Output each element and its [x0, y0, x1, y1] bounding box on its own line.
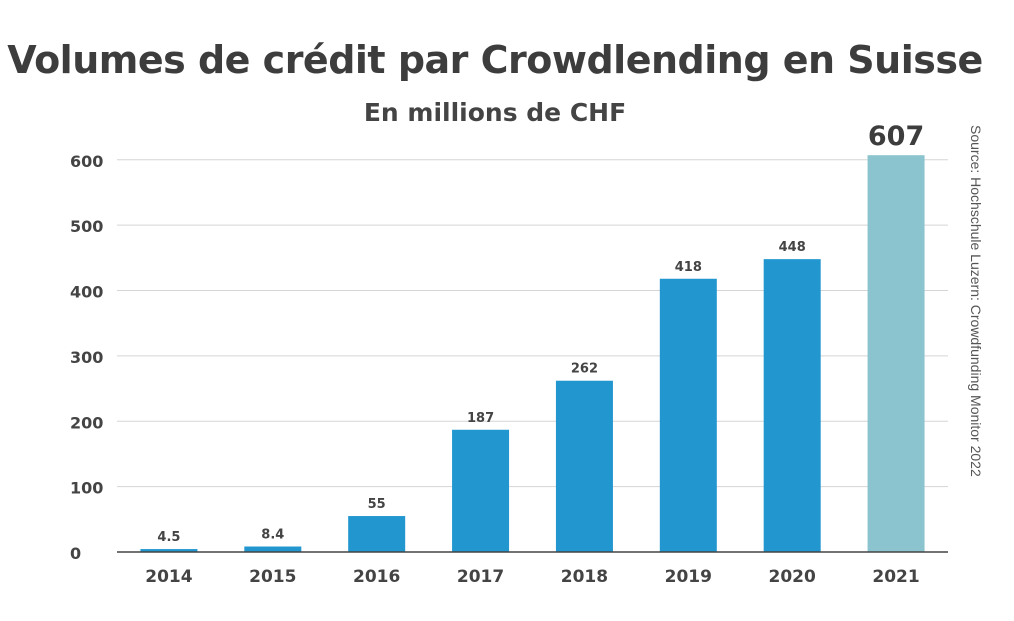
- gridlines: [117, 159, 948, 488]
- x-axis-ticks: 2014 2015 2016 2017 2018 2019 2020 2021: [145, 567, 919, 587]
- bar-2016: [348, 516, 406, 552]
- y-tick-label: 300: [70, 348, 103, 367]
- value-labels: 4.5 8.4 55 187 262 418 448 607: [157, 121, 924, 545]
- value-label-2014: 4.5: [157, 530, 180, 545]
- bar-2020: [763, 259, 821, 552]
- bar-2018: [555, 380, 613, 552]
- y-tick-label: 400: [70, 283, 103, 302]
- value-label-2018: 262: [571, 362, 598, 377]
- x-tick-label-2017: 2017: [457, 567, 504, 587]
- chart-subtitle: En millions de CHF: [363, 98, 627, 127]
- bar-2019: [659, 278, 717, 552]
- x-tick-label-2014: 2014: [145, 567, 192, 587]
- x-tick-label-2019: 2019: [665, 567, 712, 587]
- x-tick-label-2016: 2016: [353, 567, 400, 587]
- value-label-2017: 187: [467, 411, 494, 426]
- x-tick-label-2018: 2018: [561, 567, 608, 587]
- y-tick-label: 600: [70, 152, 103, 171]
- bars: [140, 155, 925, 552]
- y-tick-label: 200: [70, 413, 103, 432]
- value-label-2021: 607: [868, 121, 924, 152]
- bar-2021: [867, 155, 925, 552]
- y-tick-label: 500: [70, 217, 103, 236]
- value-label-2019: 418: [675, 260, 702, 275]
- y-tick-label: 100: [70, 479, 103, 498]
- y-axis-ticks: 0 100 200 300 400 500 600: [70, 152, 103, 563]
- chart-title: Volumes de crédit par Crowdlending en Su…: [7, 38, 983, 82]
- value-label-2016: 55: [368, 497, 386, 512]
- x-tick-label-2021: 2021: [872, 567, 919, 587]
- bar-2015: [244, 546, 302, 552]
- bar-2017: [452, 429, 510, 552]
- x-tick-label-2020: 2020: [769, 567, 816, 587]
- x-tick-label-2015: 2015: [249, 567, 296, 587]
- value-label-2020: 448: [779, 240, 806, 255]
- bar-2014: [140, 549, 198, 552]
- value-label-2015: 8.4: [261, 528, 284, 543]
- y-tick-label: 0: [70, 544, 81, 563]
